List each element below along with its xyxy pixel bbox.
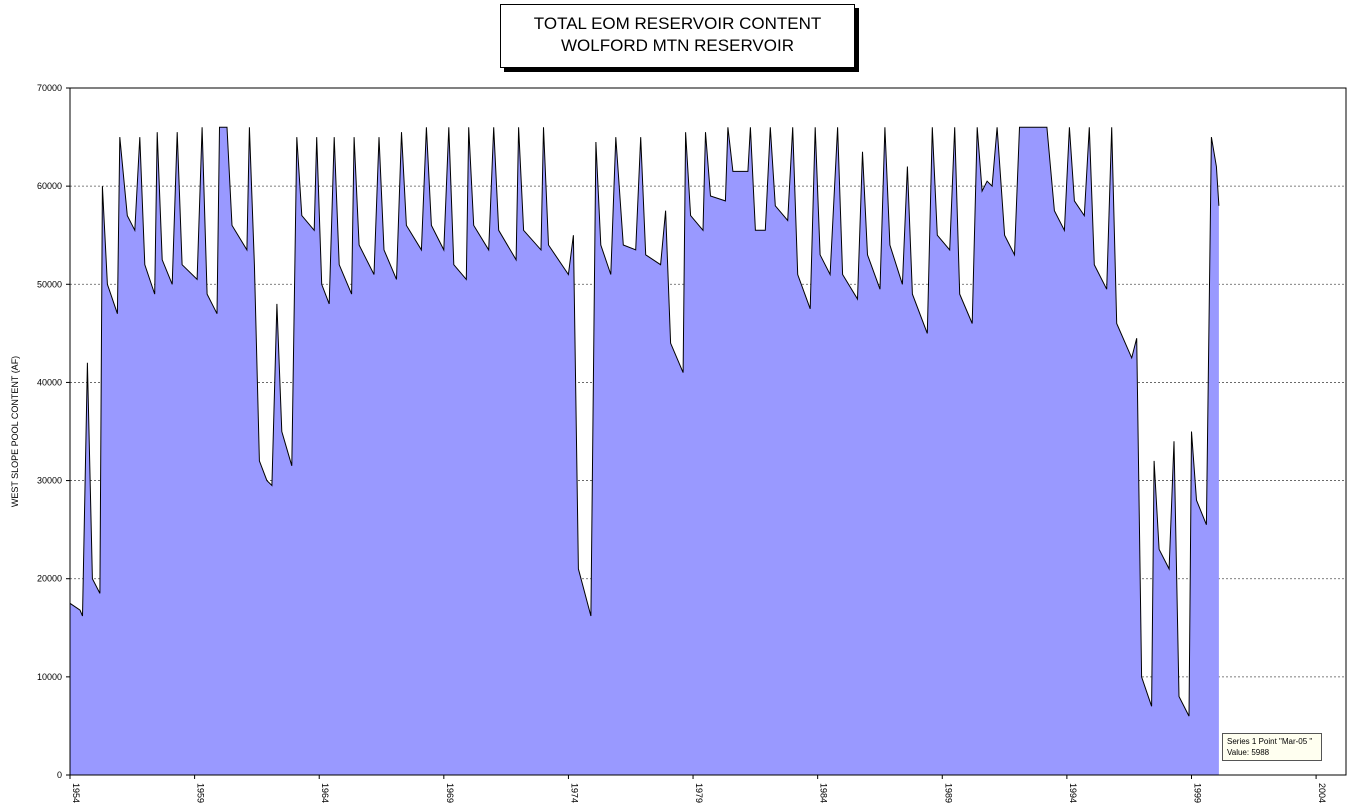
x-tick-label: 1974 <box>569 783 579 803</box>
y-tick-label: 60000 <box>37 181 62 191</box>
chart-title: TOTAL EOM RESERVOIR CONTENT <box>533 14 822 33</box>
y-tick-label: 40000 <box>37 377 62 387</box>
tooltip-series-point: Series 1 Point "Mar-05 " <box>1227 737 1313 746</box>
tooltip-value: Value: 5988 <box>1227 748 1270 757</box>
plot-frame <box>69 87 1347 776</box>
y-tick-label: 50000 <box>37 279 62 289</box>
x-tick-label: 1979 <box>694 783 704 803</box>
x-tick-label: 1994 <box>1068 783 1078 803</box>
y-axis-label: WEST SLOPE POOL CONTENT (AF) <box>10 356 20 507</box>
x-tick-label: 1984 <box>819 783 829 803</box>
x-tick-label: 1969 <box>445 783 455 803</box>
x-tick-label: 1954 <box>71 783 81 803</box>
y-axis: 0 10000 20000 30000 40000 50000 60000 70000 <box>37 83 70 780</box>
data-point-tooltip: Series 1 Point "Mar-05 " Value: 5988 <box>1222 733 1322 761</box>
y-tick-label: 0 <box>57 770 62 780</box>
x-tick-label: 2004 <box>1317 783 1327 803</box>
series-line <box>69 126 1220 717</box>
y-tick-label: 10000 <box>37 672 62 682</box>
x-axis: 1954 1959 1964 1969 1974 1979 1984 1989 1994 1999… <box>69 775 1327 803</box>
x-tick-label: 1959 <box>196 783 206 803</box>
chart-subtitle: WOLFORD MTN RESERVOIR <box>561 36 794 55</box>
chart-title-box: TOTAL EOM RESERVOIR CONTENT WOLFORD MTN … <box>500 4 855 68</box>
y-tick-label: 30000 <box>37 476 62 486</box>
series-area <box>70 127 1219 776</box>
x-tick-label: 1999 <box>1192 783 1202 803</box>
y-tick-label: 20000 <box>37 574 62 584</box>
x-tick-label: 1964 <box>320 783 330 803</box>
x-tick-label: 1989 <box>943 783 953 803</box>
y-tick-label: 70000 <box>37 83 62 93</box>
